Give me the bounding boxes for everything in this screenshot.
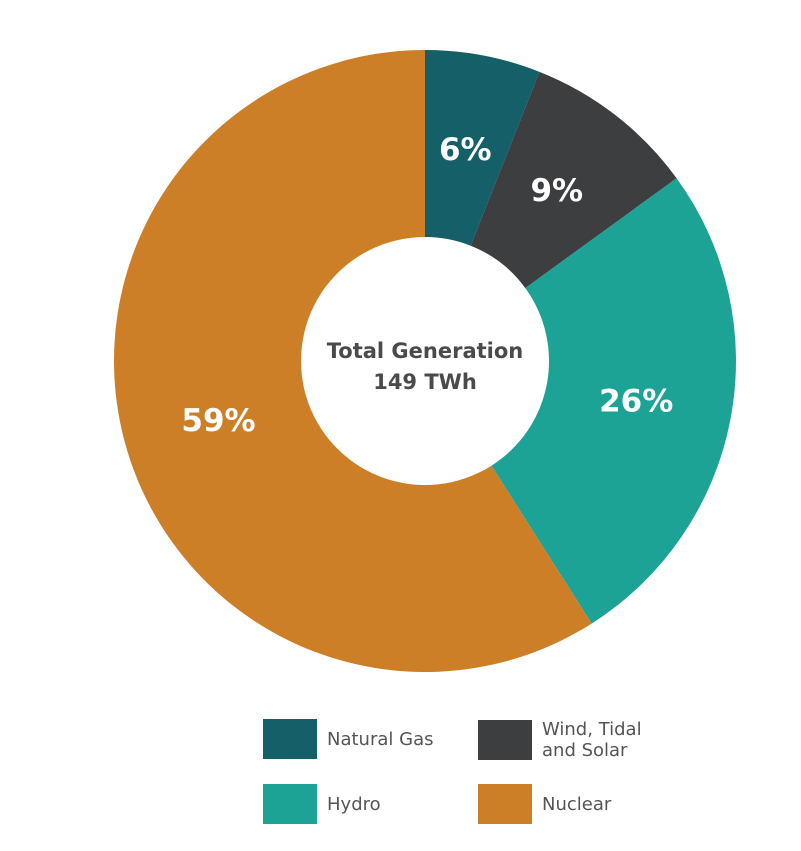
legend-label-hydro: Hydro <box>327 794 381 815</box>
legend-label-wind-tidal-solar: Wind, Tidal and Solar <box>542 719 642 761</box>
slice-label-natural-gas: 6% <box>439 132 492 168</box>
slice-wind-tidal-and-solar <box>470 71 677 289</box>
center-total-label: Total Generation <box>327 339 524 363</box>
slice-label-nuclear: 59% <box>181 403 255 439</box>
legend-label-natural-gas: Natural Gas <box>327 729 433 750</box>
slice-hydro <box>491 178 736 624</box>
slice-label-hydro: 26% <box>599 383 673 419</box>
slice-nuclear <box>113 50 592 672</box>
legend-label-nuclear: Nuclear <box>542 794 611 815</box>
legend-item-wind-tidal-solar: Wind, Tidal and Solar <box>478 719 642 761</box>
legend-item-hydro: Hydro <box>263 784 381 824</box>
chart-legend: Natural Gas Wind, Tidal and Solar Hydro … <box>263 719 703 829</box>
donut-slices <box>113 50 736 672</box>
legend-label-line: Nuclear <box>542 793 612 815</box>
legend-label-line: and Solar <box>542 740 628 761</box>
center-total-value: 149 TWh <box>373 370 477 394</box>
legend-swatch-hydro <box>263 784 317 824</box>
slice-label-wind-tidal-and-solar: 9% <box>530 173 583 209</box>
slice-natural-gas <box>425 50 540 246</box>
legend-swatch-natural-gas <box>263 719 317 759</box>
legend-swatch-nuclear <box>478 784 532 824</box>
legend-label-line: Natural Gas <box>327 728 434 750</box>
legend-label-line: Hydro <box>327 793 381 815</box>
donut-chart: 6% 9% 26% 59% Total Generation 149 TWh <box>113 50 736 672</box>
legend-item-natural-gas: Natural Gas <box>263 719 433 759</box>
legend-item-nuclear: Nuclear <box>478 784 611 824</box>
legend-label-line: Wind, Tidal <box>542 719 642 740</box>
slice-labels: 6% 9% 26% 59% <box>181 132 673 439</box>
legend-swatch-wind-tidal-solar <box>478 720 532 760</box>
